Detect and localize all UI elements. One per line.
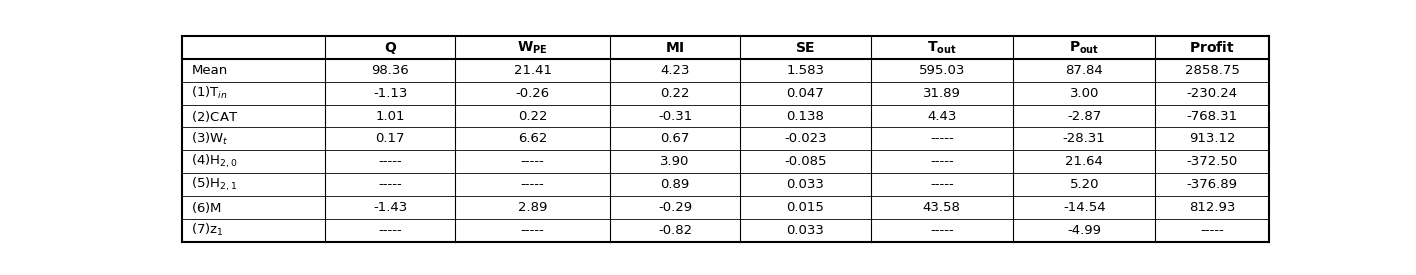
Text: 5.20: 5.20 [1069,178,1099,191]
Text: $\mathbf{P_{out}}$: $\mathbf{P_{out}}$ [1069,39,1099,56]
Text: 0.033: 0.033 [786,178,824,191]
Text: 0.89: 0.89 [660,178,690,191]
Text: 2858.75: 2858.75 [1185,64,1239,77]
Text: 3.90: 3.90 [660,155,690,168]
Text: $(3)\mathregular{W}_t$: $(3)\mathregular{W}_t$ [191,131,229,147]
Text: 1.583: 1.583 [786,64,824,77]
Text: -----: ----- [521,155,544,168]
Text: 913.12: 913.12 [1189,132,1235,145]
Text: -2.87: -2.87 [1068,109,1102,123]
Text: -0.82: -0.82 [658,224,692,237]
Text: -----: ----- [378,178,402,191]
Text: -28.31: -28.31 [1063,132,1106,145]
Text: 4.23: 4.23 [660,64,690,77]
Text: -4.99: -4.99 [1068,224,1102,237]
Text: -----: ----- [930,178,953,191]
Text: 0.033: 0.033 [786,224,824,237]
Text: 0.22: 0.22 [518,109,548,123]
Text: 0.22: 0.22 [660,87,690,100]
Text: -376.89: -376.89 [1187,178,1238,191]
Text: 98.36: 98.36 [371,64,409,77]
Text: -14.54: -14.54 [1063,201,1106,214]
Text: 2.89: 2.89 [518,201,547,214]
Text: 31.89: 31.89 [923,87,960,100]
Text: 0.67: 0.67 [660,132,690,145]
Text: 3.00: 3.00 [1069,87,1099,100]
Text: -372.50: -372.50 [1187,155,1238,168]
Text: -230.24: -230.24 [1187,87,1238,100]
Text: 87.84: 87.84 [1065,64,1103,77]
Text: -0.085: -0.085 [784,155,827,168]
Text: -1.13: -1.13 [372,87,408,100]
Text: -768.31: -768.31 [1187,109,1238,123]
Text: 21.41: 21.41 [514,64,552,77]
Text: -0.023: -0.023 [784,132,827,145]
Text: $\mathbf{W_{PE}}$: $\mathbf{W_{PE}}$ [517,39,548,56]
Text: $(6)\mathregular{M}$: $(6)\mathregular{M}$ [191,200,222,215]
Text: 595.03: 595.03 [919,64,964,77]
Text: 1.01: 1.01 [375,109,405,123]
Text: 43.58: 43.58 [923,201,960,214]
Text: 0.17: 0.17 [375,132,405,145]
Text: Mean: Mean [191,64,228,77]
Text: -1.43: -1.43 [372,201,408,214]
Text: $\mathbf{Q}$: $\mathbf{Q}$ [384,40,396,56]
Text: -----: ----- [1201,224,1223,237]
Text: 4.43: 4.43 [927,109,956,123]
Text: 0.015: 0.015 [786,201,824,214]
Text: -0.26: -0.26 [515,87,549,100]
Text: -----: ----- [521,224,544,237]
Text: -0.29: -0.29 [658,201,692,214]
Text: $(2)\mathregular{CAT}$: $(2)\mathregular{CAT}$ [191,109,238,123]
Text: $(5)\mathregular{H}_{2,1}$: $(5)\mathregular{H}_{2,1}$ [191,176,238,193]
Text: $(1)\mathregular{T}_{in}$: $(1)\mathregular{T}_{in}$ [191,85,228,101]
Text: 21.64: 21.64 [1065,155,1103,168]
Text: $\mathbf{Profit}$: $\mathbf{Profit}$ [1189,40,1235,55]
Text: $(7)\mathregular{z}_1$: $(7)\mathregular{z}_1$ [191,222,224,238]
Text: 0.138: 0.138 [786,109,824,123]
Text: -----: ----- [930,155,953,168]
Text: 812.93: 812.93 [1189,201,1235,214]
Text: -----: ----- [930,224,953,237]
Text: $\mathbf{T_{out}}$: $\mathbf{T_{out}}$ [927,39,957,56]
Text: -----: ----- [521,178,544,191]
Text: -0.31: -0.31 [658,109,692,123]
Text: 0.047: 0.047 [786,87,824,100]
Text: -----: ----- [378,155,402,168]
Text: 6.62: 6.62 [518,132,547,145]
Text: $\mathbf{SE}$: $\mathbf{SE}$ [796,41,816,54]
Text: -----: ----- [378,224,402,237]
Text: -----: ----- [930,132,953,145]
Text: $\mathbf{MI}$: $\mathbf{MI}$ [666,41,685,54]
Text: $(4)\mathregular{H}_{2,0}$: $(4)\mathregular{H}_{2,0}$ [191,153,238,170]
